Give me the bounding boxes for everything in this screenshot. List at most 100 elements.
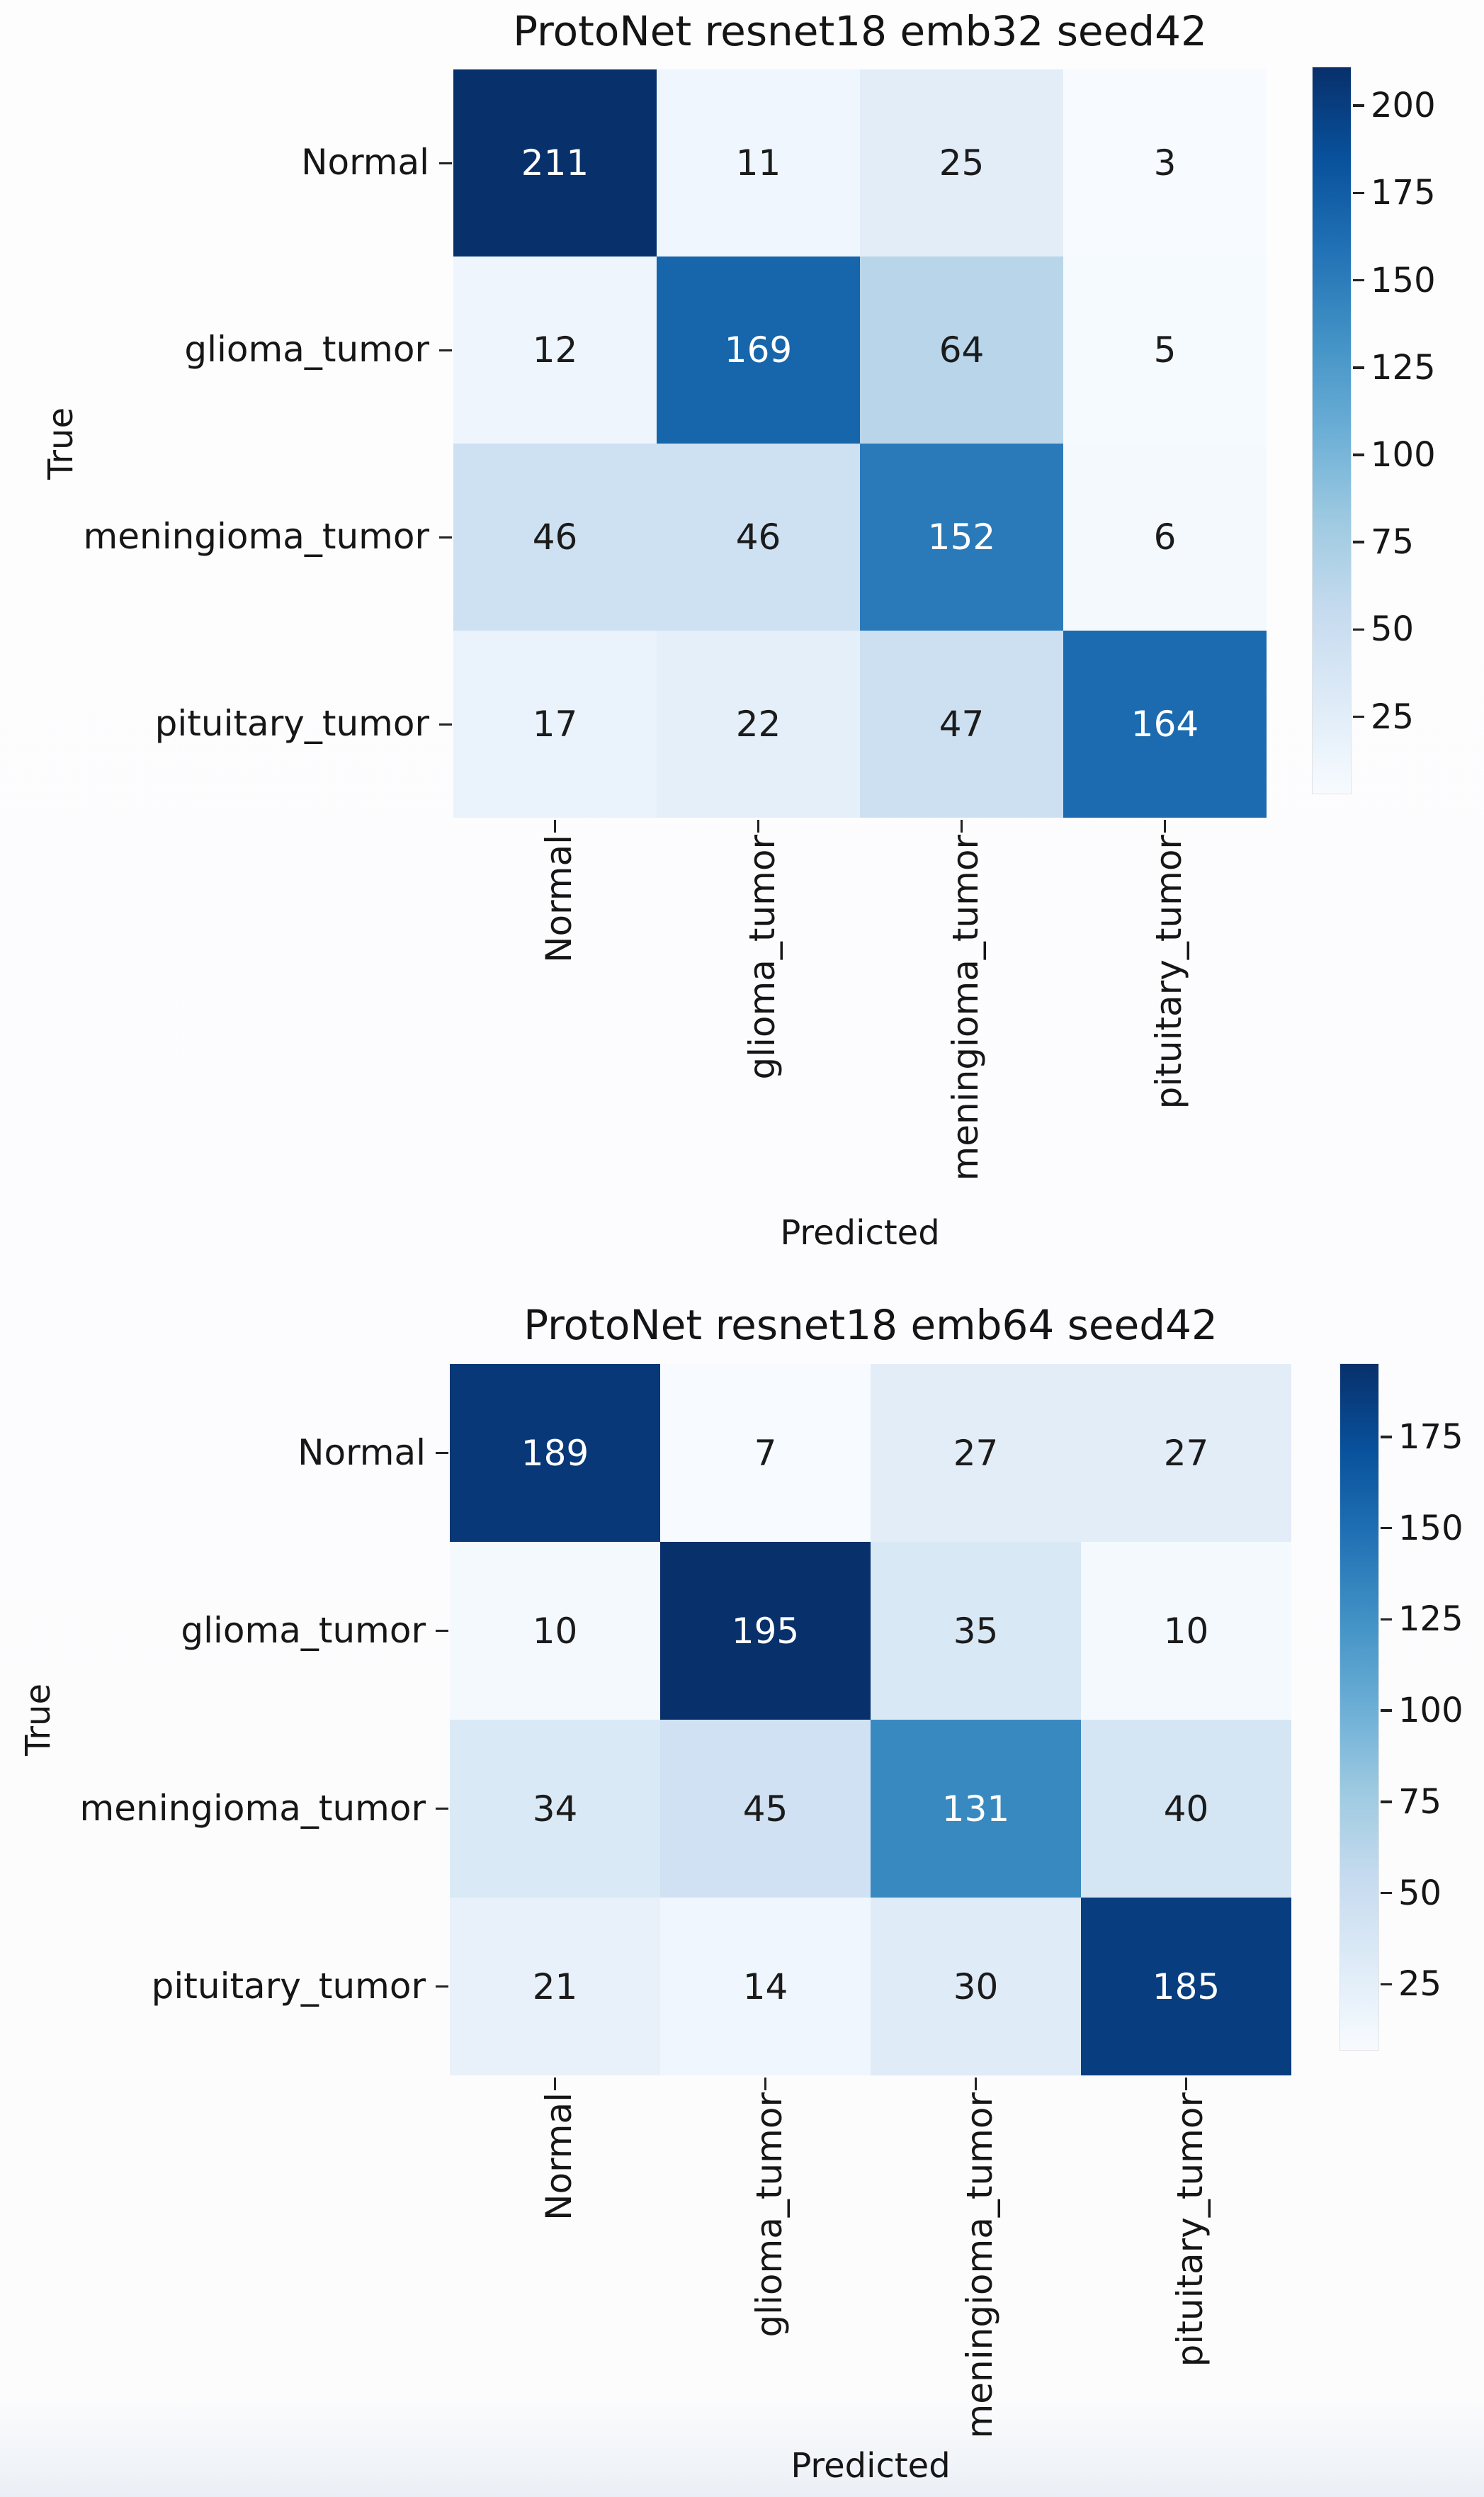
colorbar-tick-mark [1381,1800,1392,1803]
colorbar-tick-label: 25 [1398,1964,1442,2005]
colorbar-tick-mark [1353,366,1364,369]
row-tick-label: meningioma_tumor [79,1787,426,1829]
x-tick-mark [961,820,963,833]
heatmap-cell: 21 [450,1898,660,2075]
heatmap-cell: 47 [860,631,1063,818]
colorbar-tick-mark [1381,1436,1392,1438]
colorbar [1313,67,1351,794]
colorbar-tick-mark [1381,1709,1392,1712]
col-tick-label: glioma_tumor [748,2092,790,2338]
heatmap-cell: 12 [453,257,657,444]
colorbar-tick-mark [1353,541,1364,543]
colorbar-tick-label: 100 [1371,434,1436,475]
y-tick-mark [436,1452,448,1454]
colorbar-tick-label: 75 [1398,1781,1442,1822]
heatmap-cell: 189 [450,1364,660,1542]
x-axis-label: Predicted [791,2446,951,2486]
colorbar [1340,1364,1378,2050]
heatmap-cell: 185 [1081,1898,1291,2075]
figure-title: ProtoNet resnet18 emb64 seed42 [523,1301,1218,1349]
heatmap-cell: 6 [1063,444,1267,631]
colorbar-tick-mark [1353,278,1364,282]
col-tick-label: meningioma_tumor [958,2092,1000,2439]
heatmap-cell: 10 [1081,1542,1291,1720]
colorbar-tick-mark [1353,628,1364,631]
heatmap-cell: 10 [450,1542,660,1720]
heatmap-cell: 164 [1063,631,1267,818]
x-tick-mark [757,820,759,833]
heatmap-cell: 11 [657,69,860,257]
colorbar-tick-label: 25 [1371,697,1415,737]
colorbar-tick-mark [1381,1983,1392,1986]
colorbar-tick-mark [1381,1618,1392,1621]
y-tick-mark [436,1808,448,1810]
y-tick-mark [436,1630,448,1632]
x-tick-mark [554,2078,556,2090]
heatmap-cell: 34 [450,1720,660,1898]
x-tick-mark [1185,2078,1187,2090]
heatmap-cell: 22 [657,631,860,818]
colorbar-tick-mark [1381,1526,1392,1530]
x-tick-mark [1164,820,1166,833]
heatmap-cell: 131 [871,1720,1081,1898]
row-tick-label: glioma_tumor [184,328,429,370]
y-tick-mark [439,723,452,726]
x-tick-mark [975,2078,977,2090]
heatmap-cell: 30 [871,1898,1081,2075]
heatmap-cell: 35 [871,1542,1081,1720]
heatmap-cell: 46 [657,444,860,631]
y-tick-mark [436,1985,448,1988]
heatmap-cell: 27 [871,1364,1081,1542]
colorbar-tick-mark [1353,104,1364,107]
heatmap-cell: 46 [453,444,657,631]
colorbar-tick-label: 200 [1371,86,1436,126]
col-tick-label: Normal [538,2092,579,2221]
row-tick-label: glioma_tumor [181,1609,426,1651]
col-tick-label: pituitary_tumor [1169,2092,1211,2367]
heatmap-cell: 5 [1063,257,1267,444]
row-tick-label: Normal [301,141,429,183]
heatmap-cell: 40 [1081,1720,1291,1898]
colorbar-tick-label: 50 [1398,1873,1442,1913]
heatmap-cell: 211 [453,69,657,257]
colorbar-tick-label: 150 [1371,260,1436,300]
figure-title: ProtoNet resnet18 emb32 seed42 [513,7,1207,55]
heatmap-cell: 169 [657,257,860,444]
heatmap-cell: 195 [660,1542,871,1720]
colorbar-tick-mark [1353,715,1364,718]
colorbar-tick-label: 175 [1371,173,1436,213]
heatmap-cell: 25 [860,69,1063,257]
heatmap-cell: 45 [660,1720,871,1898]
row-tick-label: pituitary_tumor [151,1965,426,2007]
heatmap-cell: 64 [860,257,1063,444]
colorbar-tick-label: 125 [1371,347,1436,388]
colorbar-tick-label: 50 [1371,609,1415,650]
heatmap-cell: 152 [860,444,1063,631]
row-tick-label: meningioma_tumor [83,515,429,557]
heatmap-cell: 14 [660,1898,871,2075]
y-axis-label: True [18,1684,58,1756]
colorbar-tick-label: 100 [1398,1691,1463,1731]
y-tick-mark [439,349,452,351]
row-tick-label: Normal [298,1431,426,1473]
row-tick-label: pituitary_tumor [154,702,429,744]
y-tick-mark [439,536,452,539]
colorbar-tick-label: 150 [1398,1508,1463,1548]
colorbar-tick-mark [1353,453,1364,456]
x-tick-mark [764,2078,766,2090]
colorbar-tick-label: 175 [1398,1416,1463,1457]
heatmap-cell: 17 [453,631,657,818]
heatmap-cell: 7 [660,1364,871,1542]
heatmap-cell: 3 [1063,69,1267,257]
x-axis-label: Predicted [780,1213,940,1253]
y-tick-mark [439,162,452,164]
heatmap-cell: 27 [1081,1364,1291,1542]
colorbar-tick-label: 125 [1398,1599,1463,1640]
colorbar-tick-label: 75 [1371,522,1415,563]
colorbar-tick-mark [1381,1891,1392,1895]
colorbar-tick-mark [1353,191,1364,195]
x-tick-mark [554,820,556,833]
